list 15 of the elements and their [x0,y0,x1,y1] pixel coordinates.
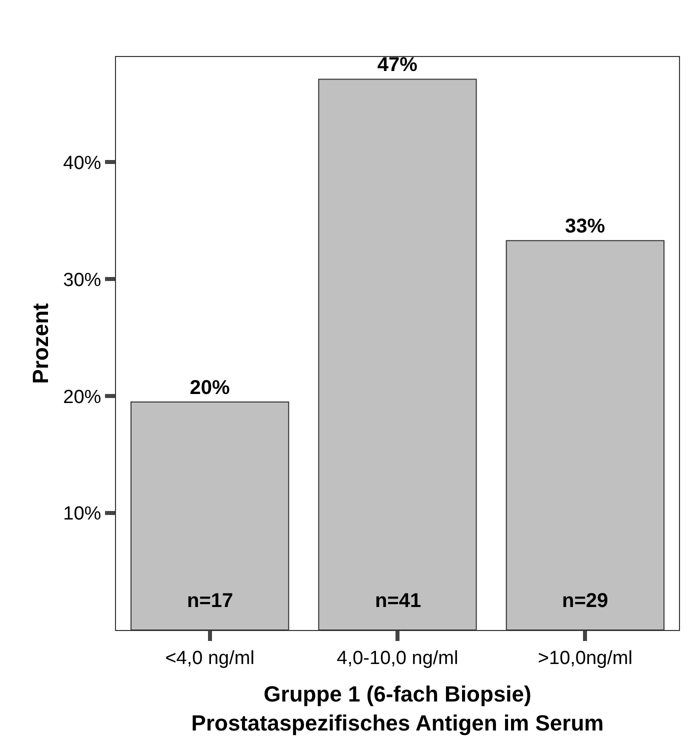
annotation: n=17 [187,590,234,612]
x-tick-label: 4,0-10,0 ng/ml [336,648,458,669]
y-tick-label: 40% [63,152,102,174]
data-label: 47% [377,54,418,76]
y-tick-label: 10% [63,504,102,525]
data-label: 33% [565,216,606,238]
y-tick-label: 30% [63,270,102,291]
x-tick-label: <4,0 ng/ml [165,648,254,669]
y-axis-title: Prozent [28,302,53,384]
x-axis-title: Gruppe 1 (6-fach Biopsie) Prostataspezifisches Antigen im Serum [191,682,604,736]
y-tick-label: 20% [63,386,102,408]
annotation: n=41 [375,590,422,612]
x-tick-label: >10,0ng/ml [538,648,632,669]
annotation: n=29 [562,590,608,612]
data-label: 20% [190,376,230,399]
